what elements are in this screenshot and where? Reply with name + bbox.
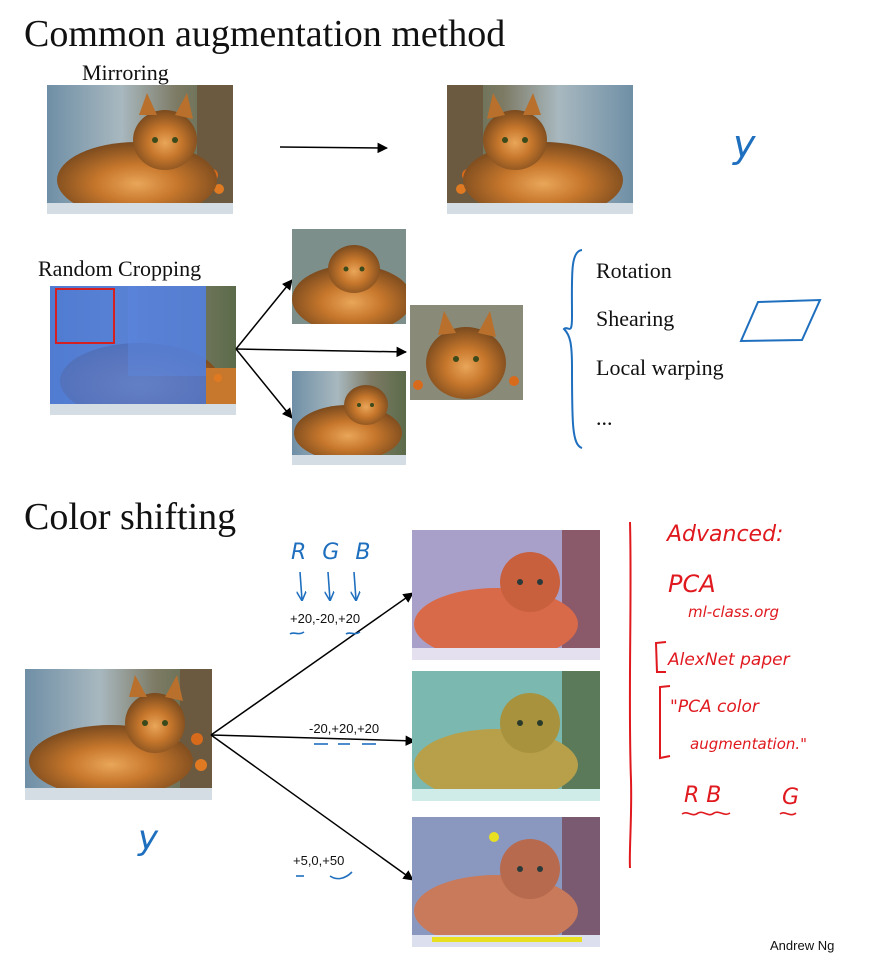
shift-underline-3 [296,871,353,880]
rgb-header-b: B [355,540,387,565]
augmentation-item-rotation: Rotation [596,258,672,283]
mirroring-arrow [279,142,389,154]
advanced-notes-augmentation: augmentation." [690,735,808,753]
advanced-notes-ml-class: ml-class.org [688,603,780,621]
color-shift-arrows [210,592,417,881]
color-shift-result-image-1 [412,530,600,660]
mirroring-y-annotation: y [733,122,756,166]
shift-value-3: +5,0,+50 [293,853,345,868]
advanced-notes-underlines [681,811,797,816]
color-shift-y-annotation: y [138,818,159,858]
shift-value-2: -20,+20,+20 [309,721,380,736]
mirroring-label: Mirroring [82,60,169,85]
color-shift-result-image-3 [412,817,600,947]
crop-result-image-2 [410,305,523,400]
advanced-notes-pca-color: "PCA color [670,697,759,717]
color-shift-source-image [25,669,212,800]
advanced-notes-g: G [782,785,800,810]
advanced-notes-rb: R B [684,783,722,808]
advanced-notes-pca: PCA [668,570,716,598]
rgb-channel-header: RGB [291,540,386,565]
cropping-arrows [235,279,408,419]
brace-annotation [562,249,583,449]
mirroring-flipped-image [447,85,633,214]
shift-underline-1 [289,631,361,635]
shift-value-1: +20,-20,+20 [290,611,361,626]
advanced-notes-divider [628,521,633,869]
augmentation-item-shearing: Shearing [596,306,675,331]
color-shift-result-image-2 [412,671,600,801]
random-cropping-label: Random Cropping [38,256,202,281]
section-title-color-shifting: Color shifting [24,496,237,538]
parallelogram-sketch [739,298,822,343]
augmentation-item-ellipsis: ... [596,405,613,430]
slide-title: Common augmentation method [24,13,506,55]
shift-underline-2 [314,743,376,745]
cropping-source-image [50,286,236,415]
rgb-header-g: G [322,540,356,565]
crop-result-image-1 [292,229,406,324]
mirroring-original-image [47,85,233,214]
author-credit: Andrew Ng [770,938,835,953]
rgb-down-arrows [290,571,370,606]
advanced-notes-alexnet: AlexNet paper [668,650,790,670]
advanced-notes-brackets [654,641,671,760]
augmentation-item-local-warping: Local warping [596,355,724,380]
crop-result-image-3 [292,371,406,465]
rgb-header-r: R [291,540,323,565]
advanced-notes-heading: Advanced: [667,522,784,547]
